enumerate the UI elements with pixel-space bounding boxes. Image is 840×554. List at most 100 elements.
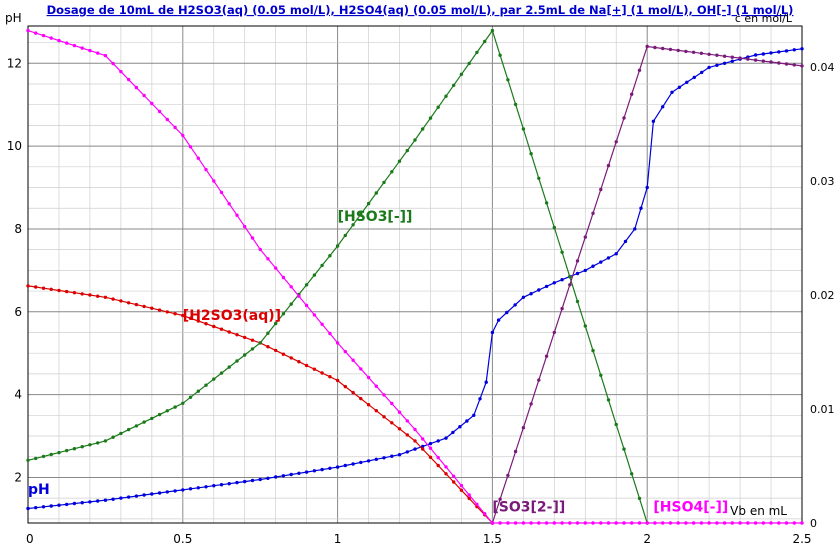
series-point [80, 445, 84, 449]
series-point [560, 278, 564, 282]
series-point [633, 227, 637, 231]
series-point [289, 472, 293, 477]
series-point [304, 363, 309, 368]
series-point [606, 521, 611, 525]
series-point [761, 59, 765, 63]
series-point [80, 292, 84, 296]
series-point [49, 504, 53, 508]
series-point [599, 260, 603, 264]
series-point [304, 303, 309, 308]
series-point [653, 521, 657, 525]
series-point [328, 331, 332, 336]
series-point [258, 247, 262, 252]
series-point [96, 51, 100, 55]
series-point [34, 506, 38, 510]
series-point [374, 191, 378, 195]
series-point [297, 471, 301, 475]
series-annotation: [HSO3[-]] [338, 209, 413, 225]
series-point [498, 53, 502, 57]
grid [28, 26, 802, 523]
series-point [80, 501, 84, 505]
series-point [343, 384, 347, 389]
series-point [692, 75, 696, 80]
series-point [583, 235, 587, 239]
series-point [41, 454, 46, 459]
series-point [165, 117, 169, 122]
series-point [343, 349, 347, 354]
series-point [544, 354, 549, 358]
series-point [769, 521, 773, 525]
series-point [119, 431, 123, 436]
series-point [722, 61, 727, 65]
series-point [126, 77, 131, 82]
series-point [335, 378, 340, 383]
series-point [668, 47, 673, 52]
series-point [661, 105, 665, 109]
series-point [374, 457, 378, 461]
series-point [484, 380, 488, 384]
series-point [452, 480, 456, 484]
series-point [227, 202, 231, 206]
series-point [173, 405, 177, 409]
series-point [428, 455, 433, 459]
series-point [196, 486, 200, 490]
series-point [738, 521, 742, 525]
series-point [181, 401, 185, 405]
series-point [281, 275, 286, 280]
series-point [537, 378, 541, 382]
series-point [88, 443, 92, 447]
series-point [212, 484, 216, 488]
series-point [677, 85, 682, 90]
series-point [382, 415, 386, 419]
series-point [568, 521, 572, 525]
series-point [142, 493, 146, 497]
series-point [639, 206, 643, 210]
series-point [475, 502, 479, 506]
series-point [777, 50, 781, 54]
series-point [134, 424, 139, 428]
series-point [65, 448, 69, 453]
series-point [188, 316, 193, 320]
series-point [351, 223, 355, 227]
labels-layer: [HSO3[-]] [H2SO3(aq)] [SO3[2-]] [HSO4[-]] pH [28, 209, 728, 516]
series-point [591, 348, 595, 353]
series-point [560, 306, 564, 311]
series-point [599, 187, 603, 192]
series-point [792, 48, 796, 52]
series-point [188, 395, 193, 399]
series-point [343, 233, 347, 238]
series-point [459, 483, 464, 488]
series-point [614, 140, 618, 144]
series-point [552, 330, 556, 335]
series-point [258, 477, 262, 482]
series-point [335, 244, 340, 248]
series-point [103, 498, 108, 502]
series-point [219, 371, 224, 375]
series-point [142, 93, 146, 98]
series-point [575, 259, 580, 263]
series-point [96, 294, 100, 298]
series-point [722, 54, 727, 58]
series-point [150, 416, 154, 421]
series-point [26, 284, 30, 288]
y-right-tick-label: 0.04 [810, 61, 835, 74]
series-point [320, 371, 324, 375]
series-point [676, 48, 680, 53]
series-point [351, 358, 355, 362]
chart-title: Dosage de 10mL de H2SO3(aq) (0.05 mol/L)… [47, 3, 794, 17]
series-point [65, 289, 69, 294]
series-point [142, 304, 146, 309]
series-point [289, 302, 293, 306]
series-point [651, 119, 656, 124]
series-point [506, 78, 510, 82]
series-point [274, 266, 278, 270]
series-point [227, 482, 231, 486]
series-point [165, 409, 169, 413]
series-point [753, 58, 758, 62]
series-point [111, 297, 115, 301]
series-point [630, 472, 634, 476]
plot-frame [27, 25, 803, 524]
series-point [560, 250, 564, 254]
series-point [568, 283, 572, 287]
x-tick-label: 1 [334, 532, 342, 546]
